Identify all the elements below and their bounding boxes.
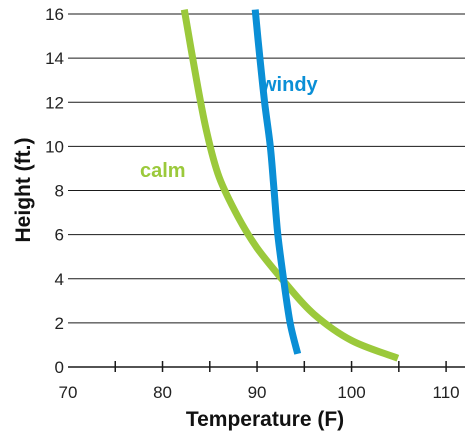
- x-tick-label-80: 80: [153, 383, 172, 402]
- y-tick-label-6: 6: [55, 226, 64, 245]
- series-line-calm: [180, 9, 400, 362]
- y-tick-label-10: 10: [45, 137, 64, 156]
- y-tick-label-14: 14: [45, 49, 64, 68]
- y-tick-label-0: 0: [55, 358, 64, 377]
- y-tick-label-2: 2: [55, 314, 64, 333]
- y-axis-title: Height (ft.): [12, 138, 35, 243]
- y-tick-label-4: 4: [55, 270, 64, 289]
- labels: 0 2 4 6 8 10 12 14 16 70 80 90 100 110: [45, 5, 460, 402]
- x-axis-title: Temperature (F): [186, 408, 344, 431]
- y-tick-label-12: 12: [45, 93, 64, 112]
- series-line-windy: [251, 9, 302, 355]
- x-tick-label-110: 110: [433, 383, 460, 402]
- axes: [68, 361, 465, 372]
- grid-lines: [68, 13, 465, 324]
- x-tick-label-90: 90: [248, 383, 267, 402]
- y-tick-label-8: 8: [55, 182, 64, 201]
- series-label-windy: windy: [260, 74, 319, 96]
- x-tick-label-70: 70: [59, 383, 78, 402]
- series-lines: [180, 9, 400, 362]
- series-label-calm: calm: [140, 160, 186, 182]
- x-tick-label-100: 100: [337, 383, 365, 402]
- y-tick-label-16: 16: [45, 5, 64, 24]
